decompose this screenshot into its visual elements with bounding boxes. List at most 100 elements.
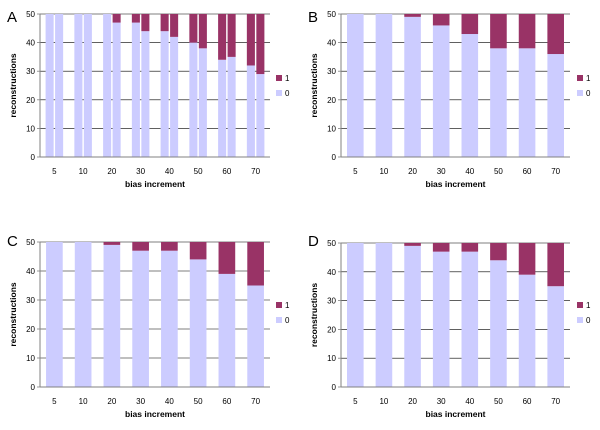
y-tick-label: 10 (327, 354, 336, 363)
bar-segment-1 (227, 14, 236, 57)
legend: 10 (276, 74, 290, 98)
x-axis-title: bias increment (426, 179, 486, 189)
legend-label-0: 0 (586, 316, 591, 325)
legend-label-1: 1 (586, 74, 591, 83)
y-tick-label: 0 (332, 383, 337, 392)
x-tick-label: 20 (408, 167, 417, 176)
y-tick-label: 20 (327, 96, 336, 105)
bar-segment-0 (198, 48, 207, 157)
y-axis-title: reconstructions (309, 283, 319, 348)
panel-letter-d: D (308, 233, 319, 250)
bar-segment-0 (461, 251, 479, 387)
bar-segment-0 (74, 242, 92, 387)
panel-letter-c: C (7, 233, 18, 250)
bar-segment-1 (218, 14, 227, 60)
bar-segment-0 (45, 14, 54, 157)
bar-segment-1 (131, 14, 140, 23)
legend-swatch-0 (577, 90, 583, 96)
legend-swatch-0 (276, 90, 282, 96)
legend-label-0: 0 (586, 89, 591, 98)
x-tick-label: 5 (52, 167, 57, 176)
y-axis-title: reconstructions (309, 53, 319, 118)
bar-segment-1 (160, 14, 169, 32)
bar-segment-0 (46, 242, 63, 387)
y-tick-label: 40 (327, 268, 336, 277)
legend-swatch-1 (276, 75, 282, 81)
legend: 10 (276, 301, 290, 325)
x-axis-title: bias increment (426, 409, 486, 419)
bar-segment-0 (170, 36, 179, 157)
bar-segment-1 (161, 242, 178, 251)
bar-segment-0 (112, 22, 121, 157)
bar-segment-0 (347, 243, 364, 387)
bar-segment-0 (227, 56, 236, 157)
bar-segment-0 (161, 250, 178, 387)
bar-segment-0 (103, 14, 112, 157)
bar-segment-0 (131, 22, 140, 157)
bar-segment-0 (375, 243, 393, 387)
x-tick-label: 30 (437, 167, 446, 176)
bar-segment-1 (518, 243, 536, 275)
bar-segment-0 (404, 16, 421, 157)
plot-area (40, 242, 270, 387)
x-tick-label: 40 (465, 167, 474, 176)
y-tick-label: 0 (31, 383, 36, 392)
bar-segment-0 (347, 14, 364, 157)
bar-segment-1 (490, 14, 507, 49)
x-tick-label: 50 (194, 167, 203, 176)
bar-segment-1 (112, 14, 121, 23)
y-tick-label: 10 (327, 124, 336, 133)
x-tick-label: 5 (52, 397, 57, 406)
legend-label-0: 0 (285, 89, 290, 98)
y-tick-label: 40 (327, 39, 336, 48)
x-tick-label: 40 (165, 167, 174, 176)
x-tick-label: 30 (136, 397, 145, 406)
bar-segment-0 (547, 286, 564, 387)
bar-segment-1 (518, 14, 536, 49)
x-tick-label: 50 (194, 397, 203, 406)
y-tick-label: 30 (26, 67, 35, 76)
bar-segment-1 (404, 14, 421, 17)
bar-segment-1 (432, 243, 450, 252)
bar-segment-0 (518, 274, 536, 387)
legend-swatch-1 (577, 302, 583, 308)
legend-swatch-1 (577, 75, 583, 81)
x-tick-label: 5 (353, 167, 358, 176)
bar-segment-1 (170, 14, 179, 37)
x-tick-label: 10 (379, 397, 388, 406)
bar-segment-1 (218, 242, 236, 274)
bar-segment-1 (247, 242, 264, 286)
x-tick-label: 20 (107, 397, 116, 406)
y-tick-label: 40 (26, 39, 35, 48)
bar-segment-0 (218, 273, 236, 387)
x-tick-label: 70 (551, 397, 560, 406)
x-tick-label: 30 (136, 167, 145, 176)
bar-segment-0 (160, 31, 169, 157)
y-tick-label: 50 (26, 10, 35, 19)
y-tick-label: 50 (327, 10, 336, 19)
bar-segment-1 (189, 242, 207, 260)
legend-label-1: 1 (285, 74, 290, 83)
bar-segment-1 (461, 14, 479, 35)
panel-letter-b: B (308, 9, 318, 26)
x-axis-title: bias increment (125, 179, 185, 189)
x-tick-label: 10 (79, 167, 88, 176)
bar-segment-0 (547, 54, 564, 157)
bar-segment-0 (55, 14, 64, 157)
panel-letter-a: A (7, 9, 17, 26)
y-tick-label: 20 (26, 96, 35, 105)
y-tick-label: 10 (26, 354, 35, 363)
y-tick-label: 20 (327, 325, 336, 334)
x-tick-label: 60 (222, 397, 231, 406)
x-tick-label: 20 (107, 167, 116, 176)
legend-label-1: 1 (586, 301, 591, 310)
y-tick-label: 30 (26, 296, 35, 305)
plot-area (341, 243, 570, 387)
bar-segment-1 (461, 243, 479, 252)
bar-segment-0 (246, 65, 255, 157)
x-tick-label: 60 (523, 167, 532, 176)
y-axis-title: reconstructions (8, 282, 18, 347)
bar-segment-0 (247, 285, 264, 387)
